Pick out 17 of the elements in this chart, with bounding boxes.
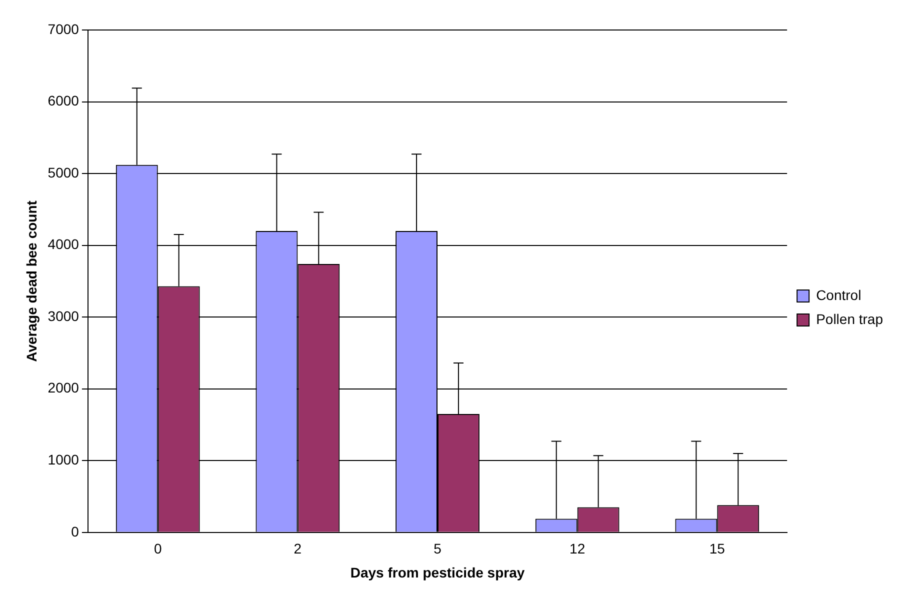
y-tick-label: 6000 — [48, 92, 80, 109]
y-tick-label: 1000 — [48, 451, 80, 468]
y-tick-label: 5000 — [48, 164, 80, 180]
x-tick-label: 12 — [570, 540, 586, 557]
legend-label: Pollen trap — [816, 310, 884, 327]
x-tick-label: 2 — [294, 540, 302, 557]
x-axis-title: Days from pesticide spray — [350, 564, 525, 580]
y-tick-label: 7000 — [48, 20, 80, 37]
y-tick-label: 0 — [71, 523, 80, 540]
x-tick-label: 5 — [434, 540, 442, 557]
y-tick-label: 2000 — [48, 380, 80, 396]
y-axis-title: Average dead bee count — [23, 200, 40, 362]
y-tick-label: 3000 — [48, 308, 80, 324]
x-tick-label: 0 — [154, 540, 162, 557]
y-tick-label: 4000 — [48, 236, 80, 252]
legend-label: Control — [816, 286, 862, 303]
x-tick-label: 15 — [709, 540, 726, 557]
